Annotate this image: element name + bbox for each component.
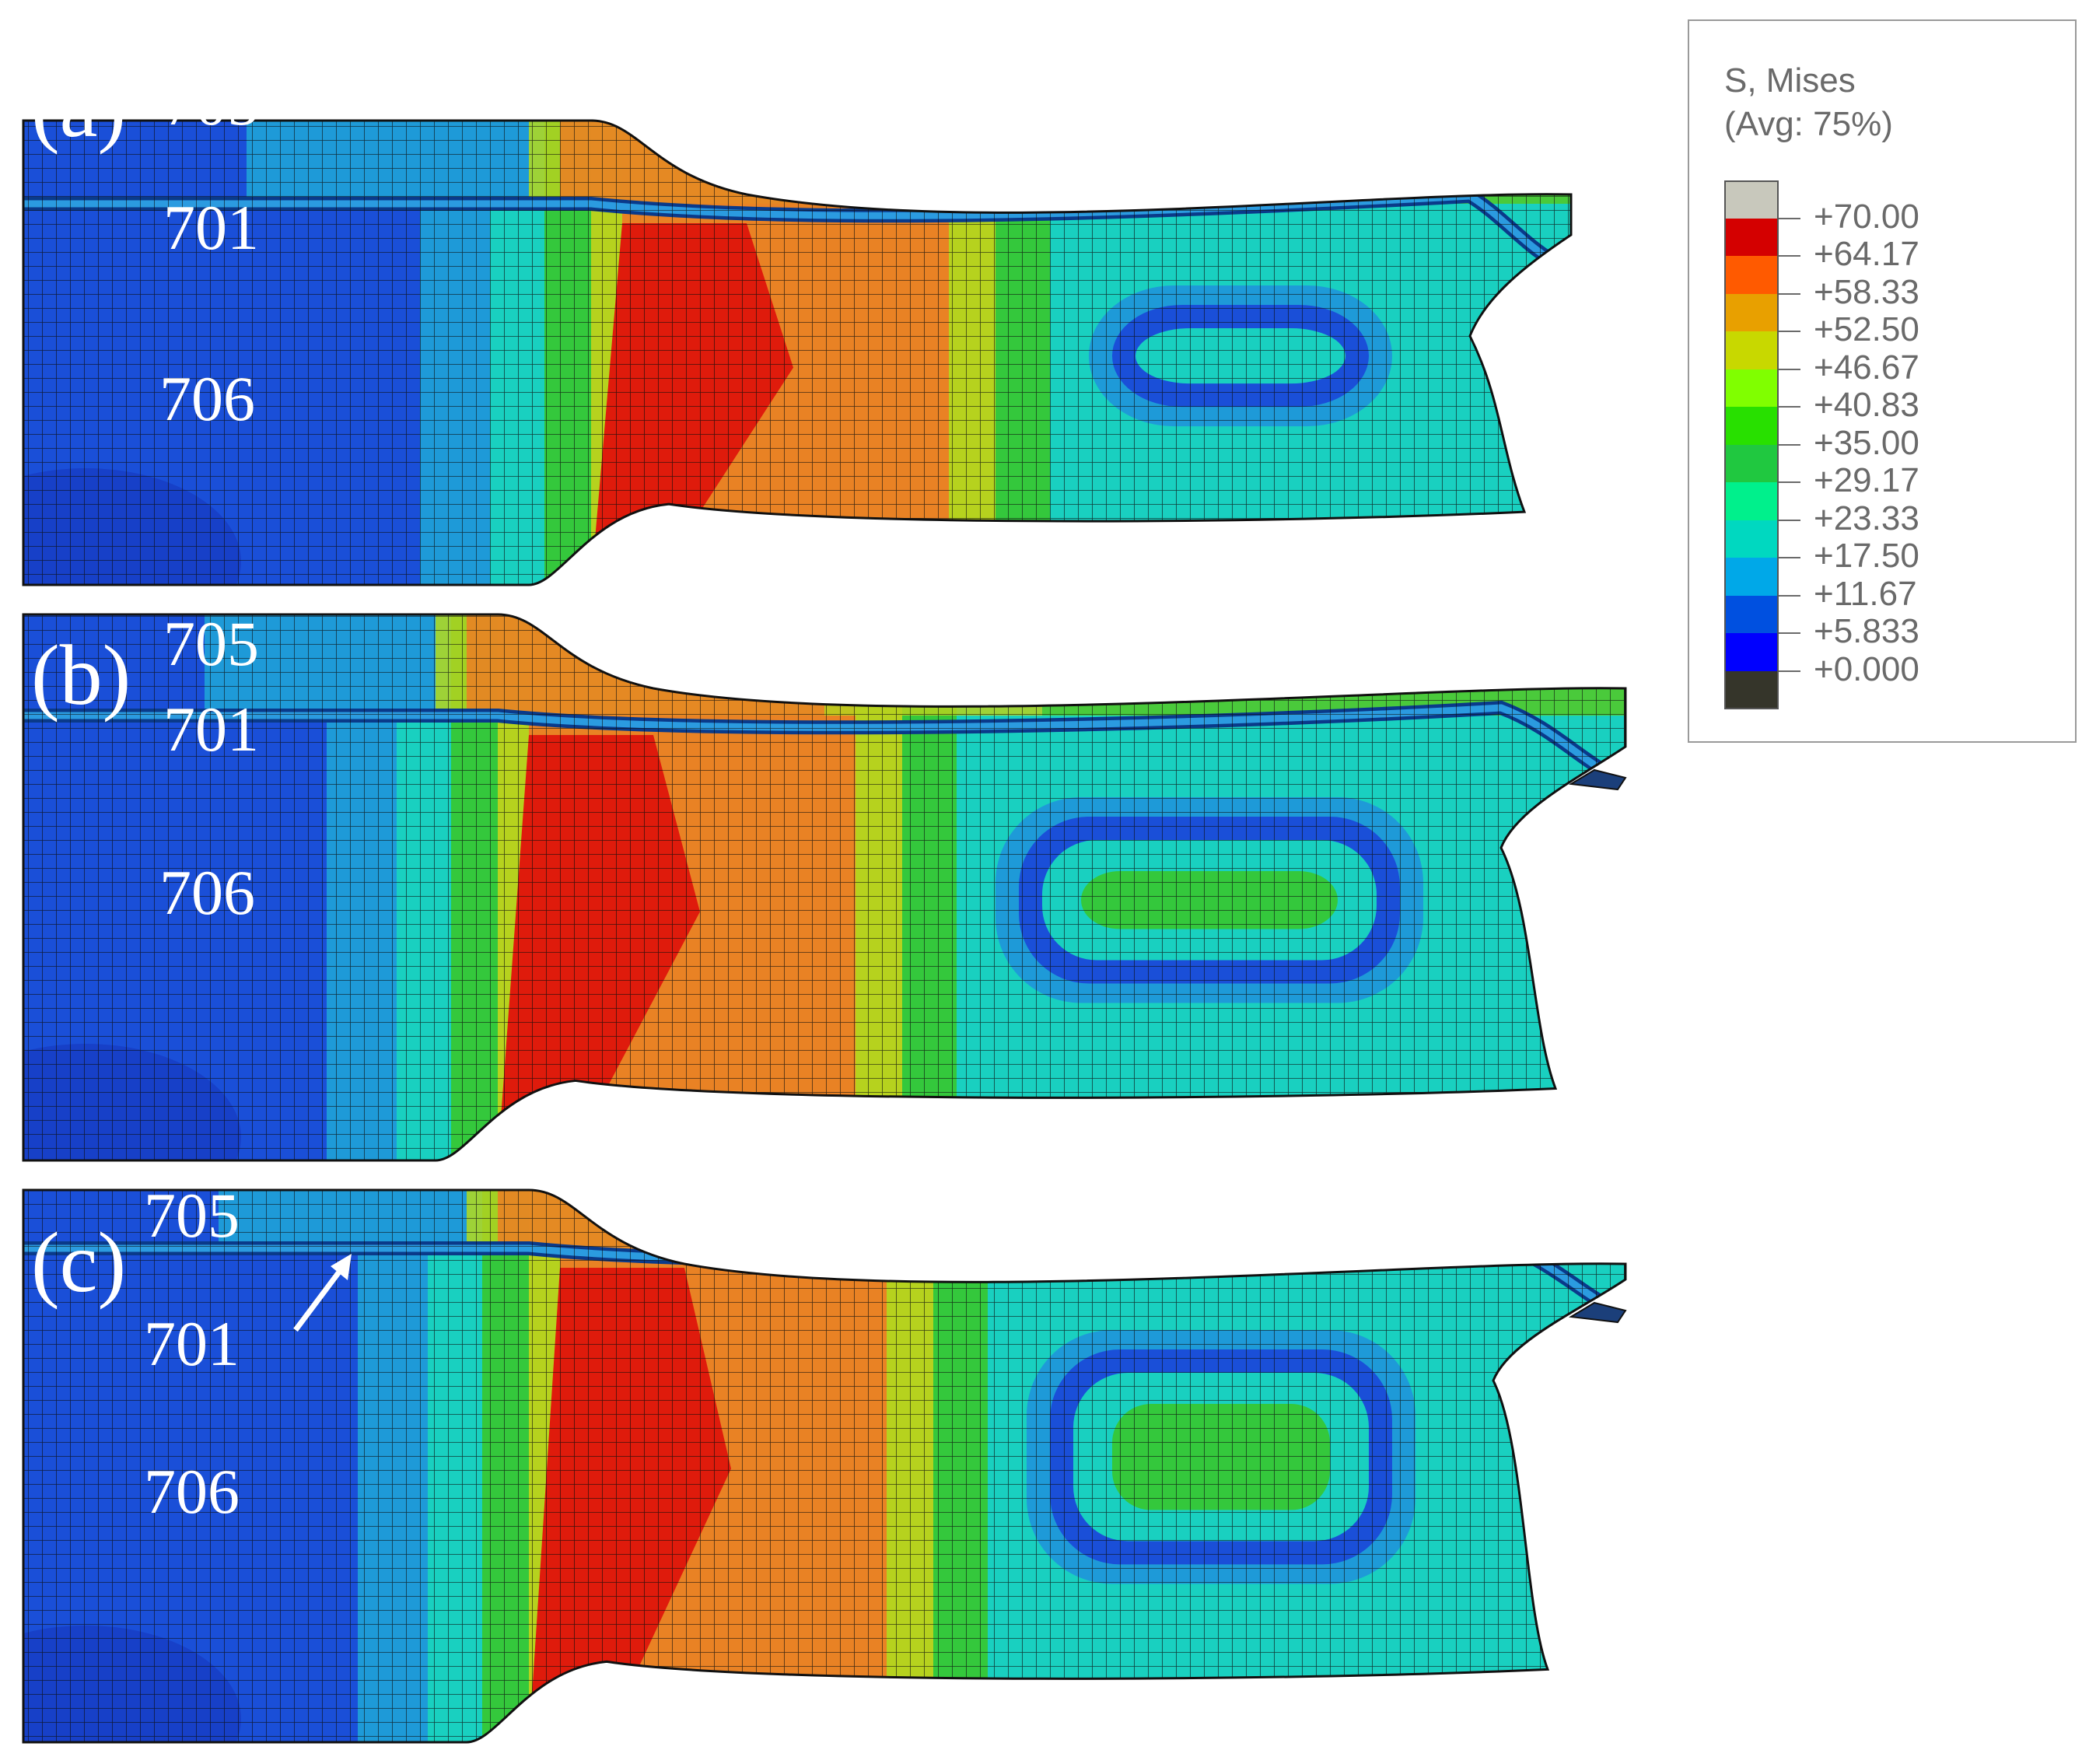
layer-705-label: 705 [163,608,259,679]
legend-level-label: +35.00 [1814,423,1919,462]
legend-level-label: +0.000 [1814,649,1919,688]
legend-level-label: +5.833 [1814,612,1919,650]
legend-swatch [1724,558,1779,597]
legend-tick [1779,519,1800,521]
legend-swatch [1724,180,1779,219]
legend-level-label: +58.33 [1814,272,1919,311]
legend-swatch [1724,293,1779,332]
legend-swatch [1724,482,1779,521]
legend-level-label: +11.67 [1814,574,1917,613]
legend-subtitle: (Avg: 75%) [1724,105,1893,143]
layer-701-label: 701 [163,192,259,263]
layer-701-label: 701 [163,694,259,765]
legend-tick [1779,217,1800,219]
legend-swatch [1724,331,1779,370]
layer-706-label: 706 [144,1456,240,1527]
panel-tag: (b) [31,628,131,723]
legend-tick [1779,670,1800,672]
legend-swatch [1724,670,1779,709]
legend-level-label: +17.50 [1814,537,1919,575]
legend-level-label: +46.67 [1814,348,1919,387]
legend-tick [1779,255,1800,257]
legend-level-label: +70.00 [1814,197,1919,236]
legend-swatch [1724,595,1779,634]
legend-swatch [1724,218,1779,257]
fracture-debris [1568,768,1627,791]
legend-title: S, Mises [1724,61,1856,100]
legend-tick [1779,292,1800,295]
legend-tick [1779,481,1800,483]
layer-705-label: 705 [163,68,259,138]
legend-level-label: +29.17 [1814,461,1919,499]
panel-c: (c) 705 701 706 [22,1180,1627,1744]
pointer-arrow [293,1265,345,1332]
layer-705-label: 705 [144,1180,240,1251]
legend-swatch [1724,256,1779,295]
panel-b: (b) 705 701 706 [22,608,1627,1162]
panel-tag: (c) [31,1215,126,1310]
legend-swatch [1724,520,1779,558]
layer-706-label: 706 [159,363,255,434]
layer-701-label: 701 [144,1308,240,1379]
legend-swatch [1724,369,1779,408]
panel-tag: (a) [31,60,126,155]
legend-tick [1779,406,1800,408]
legend-level-label: +40.83 [1814,386,1919,424]
layer-706-label: 706 [159,857,255,928]
legend-level-label: +52.50 [1814,310,1919,348]
legend-tick [1779,368,1800,370]
stress-field [23,1190,1625,1742]
legend-level-label: +23.33 [1814,499,1919,537]
legend-tick [1779,594,1800,597]
legend-tick [1779,443,1800,446]
stress-legend: S, Mises (Avg: 75%) +70.00 +64.17 +58.33 +5… [1688,19,2077,743]
arrow-head [331,1254,352,1280]
legend-swatch [1724,407,1779,446]
legend-swatch [1724,633,1779,672]
legend-swatch [1724,444,1779,483]
legend-tick [1779,632,1800,634]
legend-level-label: +64.17 [1814,235,1919,273]
legend-tick [1779,331,1800,332]
legend-tick [1779,557,1800,558]
fracture-debris [1568,1301,1627,1324]
